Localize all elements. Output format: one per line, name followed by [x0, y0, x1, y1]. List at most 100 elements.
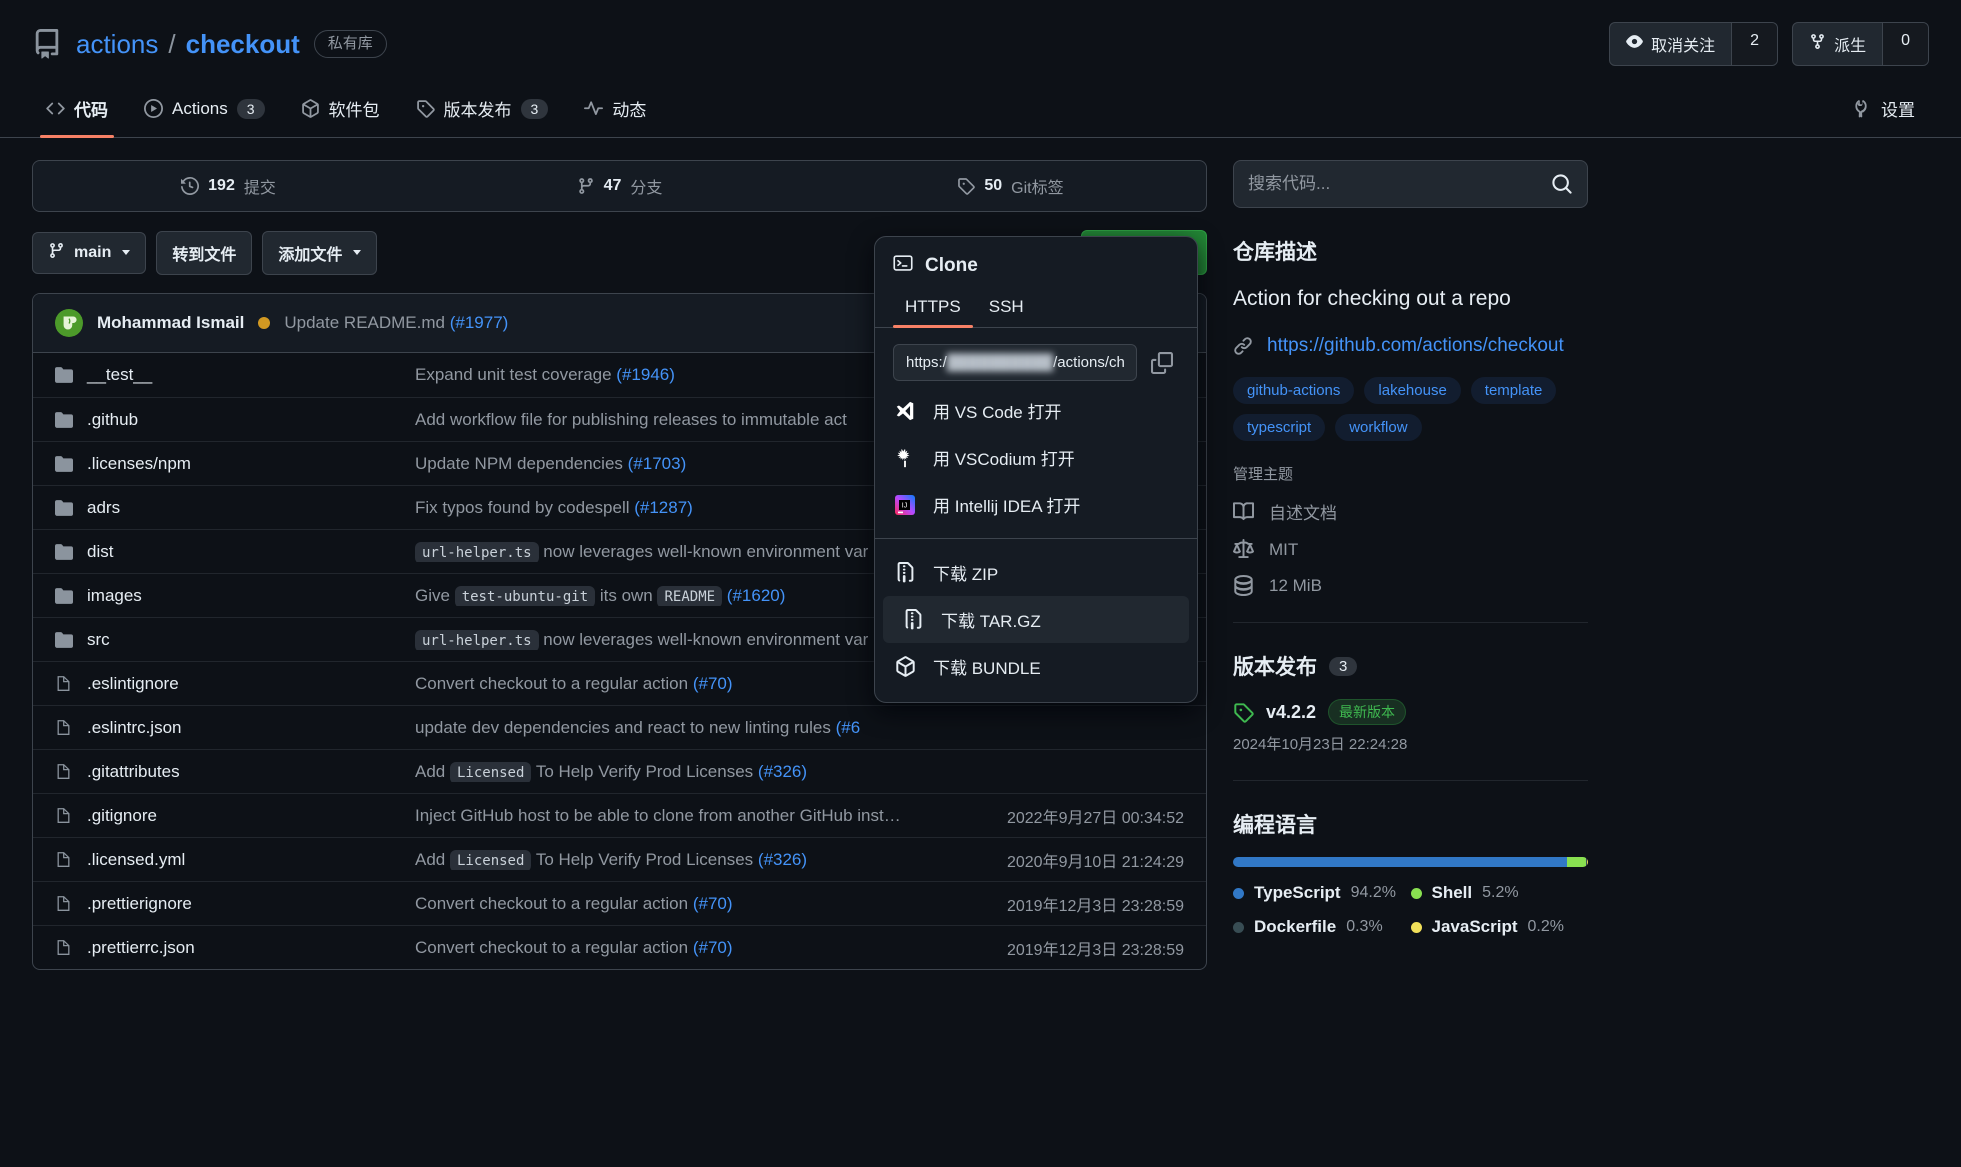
commit-message-cell[interactable]: Convert checkout to a regular action (#7… — [415, 894, 954, 914]
add-file-button[interactable]: 添加文件 — [262, 230, 378, 275]
pr-link[interactable]: (#326) — [757, 849, 808, 869]
tab-packages[interactable]: 软件包 — [287, 84, 394, 137]
topic-tag[interactable]: template — [1470, 377, 1557, 405]
table-row[interactable]: .eslintignore Convert checkout to a regul… — [33, 661, 1206, 705]
tab-actions[interactable]: Actions 3 — [130, 87, 279, 135]
download-targz[interactable]: 下载 TAR.GZ — [883, 596, 1189, 643]
file-name-cell[interactable]: __test__ — [55, 365, 415, 385]
file-name-cell[interactable]: images — [55, 586, 415, 606]
file-name[interactable]: .licenses/npm — [87, 453, 191, 473]
file-name[interactable]: .prettierrc.json — [87, 937, 195, 957]
open-with-vscode[interactable]: 用 VS Code 打开 — [875, 387, 1197, 434]
table-row[interactable]: __test__ Expand unit test coverage (#1946… — [33, 353, 1206, 397]
homepage-link[interactable]: https://github.com/actions/checkout — [1233, 335, 1588, 357]
pr-link[interactable]: (#1946) — [616, 365, 675, 384]
pr-link[interactable]: (#1703) — [627, 453, 687, 473]
commit-message-cell[interactable]: Give test-ubuntu-git its own README (#16… — [415, 585, 954, 606]
tab-activity[interactable]: 动态 — [570, 84, 660, 137]
topic-tag[interactable]: typescript — [1233, 414, 1326, 442]
search-input[interactable] — [1248, 174, 1543, 194]
table-row[interactable]: .licensed.yml Add Licensed To Help Verify… — [33, 837, 1206, 881]
language-item[interactable]: TypeScript 94.2% — [1233, 883, 1411, 903]
commit-message-cell[interactable]: update dev dependencies and react to new… — [415, 718, 954, 738]
commit-status-dot[interactable] — [258, 317, 271, 329]
topic-tag[interactable]: lakehouse — [1364, 377, 1461, 405]
table-row[interactable]: .prettierignore Convert checkout to a reg… — [33, 881, 1206, 925]
table-row[interactable]: .licenses/npm Update NPM dependencies (#1… — [33, 441, 1206, 485]
file-name-cell[interactable]: .licenses/npm — [55, 454, 415, 474]
file-name[interactable]: src — [87, 629, 110, 649]
repo-owner-link[interactable]: actions — [76, 28, 159, 59]
file-name[interactable]: .licensed.yml — [87, 849, 186, 869]
file-name-cell[interactable]: .prettierrc.json — [55, 938, 415, 958]
file-name-cell[interactable]: adrs — [55, 498, 415, 518]
language-item[interactable]: Dockerfile 0.3% — [1233, 917, 1411, 937]
fork-button[interactable]: 派生 — [1793, 23, 1882, 65]
file-name-cell[interactable]: .gitattributes — [55, 762, 415, 782]
table-row[interactable]: images Give test-ubuntu-git its own READM… — [33, 573, 1206, 617]
file-name[interactable]: adrs — [87, 497, 121, 517]
file-name-cell[interactable]: .github — [55, 410, 415, 430]
file-name-cell[interactable]: src — [55, 630, 415, 650]
pr-link[interactable]: (#1287) — [634, 497, 693, 517]
branch-selector[interactable]: main — [32, 231, 147, 274]
file-name[interactable]: __test__ — [87, 365, 153, 384]
commit-message-cell[interactable]: Convert checkout to a regular action (#7… — [415, 938, 954, 958]
search-box[interactable] — [1233, 160, 1588, 208]
file-name-cell[interactable]: .eslintrc.json — [55, 718, 415, 738]
file-name[interactable]: .gitignore — [87, 805, 157, 825]
table-row[interactable]: src url-helper.ts now leverages well-know… — [33, 617, 1206, 661]
search-icon[interactable] — [1543, 173, 1573, 195]
open-with-vscodium[interactable]: 用 VSCodium 打开 — [875, 434, 1197, 481]
pr-link[interactable]: (#1620) — [726, 585, 786, 605]
commit-message-cell[interactable]: url-helper.ts now leverages well-known e… — [415, 541, 954, 562]
file-name[interactable]: .eslintignore — [87, 673, 179, 693]
topic-tag[interactable]: workflow — [1335, 414, 1422, 442]
repo-name-link[interactable]: checkout — [185, 28, 300, 59]
copy-icon[interactable] — [1145, 346, 1179, 380]
commit-pr-link[interactable]: (#1977) — [449, 313, 509, 332]
fork-button-group[interactable]: 派生 0 — [1792, 22, 1929, 66]
table-row[interactable]: dist url-helper.ts now leverages well-kno… — [33, 529, 1206, 573]
file-name[interactable]: .prettierignore — [87, 893, 192, 913]
clone-tab-ssh[interactable]: SSH — [988, 297, 1024, 316]
stat-tags[interactable]: 50 Git标签 — [815, 174, 1206, 198]
pr-link[interactable]: (#70) — [692, 937, 733, 957]
commit-message-text[interactable]: Update README.md — [284, 313, 445, 332]
language-item[interactable]: JavaScript 0.2% — [1410, 917, 1589, 937]
file-name[interactable]: .eslintrc.json — [87, 717, 182, 737]
pr-link[interactable]: (#6 — [835, 717, 861, 737]
pr-link[interactable]: (#326) — [757, 761, 808, 781]
file-name[interactable]: .github — [87, 409, 139, 429]
file-name-cell[interactable]: .licensed.yml — [55, 850, 415, 870]
commit-message-cell[interactable]: Add Licensed To Help Verify Prod License… — [415, 849, 954, 870]
download-bundle[interactable]: 下载 BUNDLE — [875, 643, 1197, 690]
stat-branches[interactable]: 47 分支 — [424, 174, 815, 198]
latest-release[interactable]: v4.2.2 最新版本 — [1233, 699, 1588, 726]
table-row[interactable]: .prettierrc.json Convert checkout to a re… — [33, 925, 1206, 969]
file-name[interactable]: .gitattributes — [87, 761, 180, 781]
table-row[interactable]: .gitattributes Add Licensed To Help Verif… — [33, 749, 1206, 793]
tab-code[interactable]: 代码 — [32, 84, 122, 138]
tab-settings[interactable]: 设置 — [1839, 84, 1929, 137]
file-name-cell[interactable]: .eslintignore — [55, 674, 415, 694]
file-name[interactable]: images — [87, 585, 142, 605]
topic-tag[interactable]: github-actions — [1233, 377, 1355, 405]
commit-message-cell[interactable]: url-helper.ts now leverages well-known e… — [415, 629, 954, 650]
pr-link[interactable]: (#70) — [692, 673, 733, 693]
table-row[interactable]: .eslintrc.json update dev dependencies an… — [33, 705, 1206, 749]
commit-message-cell[interactable]: Inject GitHub host to be able to clone f… — [415, 806, 954, 826]
commit-message-cell[interactable]: Add Licensed To Help Verify Prod License… — [415, 761, 954, 782]
meta-readme[interactable]: 自述文档 — [1233, 499, 1588, 524]
table-row[interactable]: .gitignore Inject GitHub host to be able … — [33, 793, 1206, 837]
download-zip[interactable]: 下载 ZIP — [875, 549, 1197, 596]
meta-license[interactable]: MIT — [1233, 539, 1588, 560]
open-with-intellij[interactable]: IJ 用 Intellij IDEA 打开 — [875, 481, 1197, 528]
file-name[interactable]: dist — [87, 541, 114, 561]
table-row[interactable]: adrs Fix typos found by codespell (#1287) — [33, 485, 1206, 529]
pr-link[interactable]: (#70) — [692, 893, 733, 913]
tab-releases[interactable]: 版本发布 3 — [402, 84, 563, 137]
file-name-cell[interactable]: .prettierignore — [55, 894, 415, 914]
file-name-cell[interactable]: .gitignore — [55, 806, 415, 826]
table-row[interactable]: .github Add workflow file for publishing … — [33, 397, 1206, 441]
